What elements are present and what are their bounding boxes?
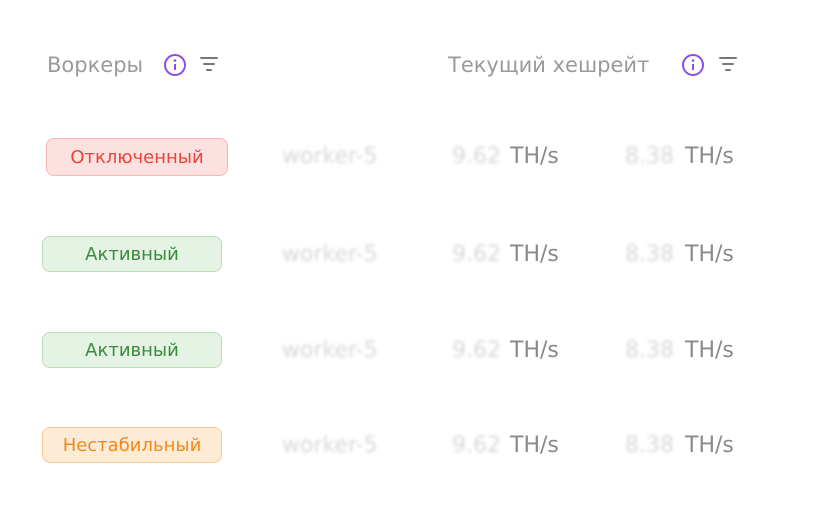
table-row: Активный worker-5 9.62 TH/s 8.38 TH/s bbox=[0, 332, 840, 372]
status-badge: Активный bbox=[42, 236, 222, 272]
avg-hashrate-value: 8.38 bbox=[625, 242, 674, 267]
column-header: Текущий хешрейт bbox=[448, 53, 650, 77]
filter-icon[interactable] bbox=[717, 53, 741, 77]
avg-hashrate-value: 8.38 bbox=[625, 433, 674, 458]
avg-hashrate-unit: TH/s bbox=[685, 338, 734, 363]
hashrate-value: 9.62 bbox=[452, 144, 501, 169]
hashrate-unit: TH/s bbox=[510, 242, 559, 267]
column-header: Воркеры bbox=[47, 53, 144, 77]
avg-hashrate-unit: TH/s bbox=[685, 433, 734, 458]
table-row: Отключенный worker-5 9.62 TH/s 8.38 TH/s bbox=[0, 138, 840, 178]
worker-name: worker-5 bbox=[282, 144, 378, 169]
info-icon[interactable] bbox=[681, 53, 705, 77]
hashrate-value: 9.62 bbox=[452, 338, 501, 363]
hashrate-unit: TH/s bbox=[510, 433, 559, 458]
avg-hashrate-value: 8.38 bbox=[625, 144, 674, 169]
worker-name: worker-5 bbox=[282, 242, 378, 267]
status-badge: Отключенный bbox=[46, 138, 228, 176]
info-icon[interactable] bbox=[163, 53, 187, 77]
avg-hashrate-value: 8.38 bbox=[625, 338, 674, 363]
hashrate-unit: TH/s bbox=[510, 338, 559, 363]
hashrate-value: 9.62 bbox=[452, 433, 501, 458]
status-badge: Активный bbox=[42, 332, 222, 368]
avg-hashrate-unit: TH/s bbox=[685, 144, 734, 169]
worker-name: worker-5 bbox=[282, 338, 378, 363]
table-row: Активный worker-5 9.62 TH/s 8.38 TH/s bbox=[0, 236, 840, 276]
avg-hashrate-unit: TH/s bbox=[685, 242, 734, 267]
hashrate-value: 9.62 bbox=[452, 242, 501, 267]
hashrate-unit: TH/s bbox=[510, 144, 559, 169]
worker-name: worker-5 bbox=[282, 433, 378, 458]
filter-icon[interactable] bbox=[198, 53, 222, 77]
table-row: Нестабильный worker-5 9.62 TH/s 8.38 TH/s bbox=[0, 427, 840, 467]
status-badge: Нестабильный bbox=[42, 427, 222, 463]
